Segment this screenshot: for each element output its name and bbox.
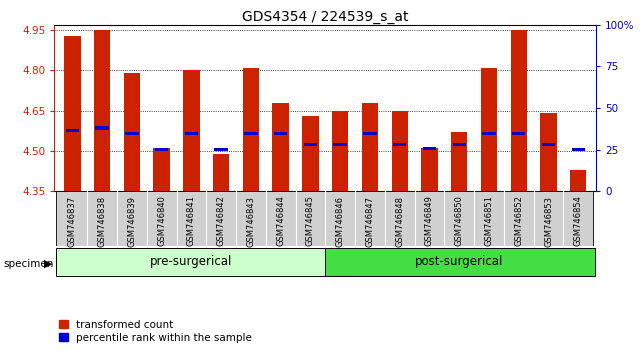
Text: GSM746853: GSM746853 (544, 195, 553, 246)
Text: GSM746843: GSM746843 (246, 195, 255, 246)
Bar (421, 148, 438, 191)
Bar (64, 35, 81, 191)
Bar (155, 148, 169, 151)
FancyBboxPatch shape (325, 248, 595, 276)
Text: post-surgerical: post-surgerical (415, 256, 503, 268)
Bar (185, 132, 198, 135)
Bar (244, 132, 258, 135)
Bar (94, 30, 110, 191)
Text: GSM746842: GSM746842 (217, 195, 226, 246)
Legend: transformed count, percentile rank within the sample: transformed count, percentile rank withi… (54, 315, 256, 347)
Text: GSM746841: GSM746841 (187, 195, 196, 246)
Bar (481, 68, 497, 191)
Text: GSM746850: GSM746850 (454, 195, 463, 246)
Bar (183, 70, 199, 191)
Text: GSM746838: GSM746838 (97, 195, 106, 247)
Bar (304, 143, 317, 146)
Bar (124, 73, 140, 191)
Bar (272, 103, 289, 191)
Bar (274, 132, 287, 135)
Bar (451, 132, 467, 191)
Text: ▶: ▶ (44, 259, 52, 269)
Title: GDS4354 / 224539_s_at: GDS4354 / 224539_s_at (242, 10, 408, 24)
Text: GSM746840: GSM746840 (157, 195, 166, 246)
Text: GSM746845: GSM746845 (306, 195, 315, 246)
Bar (423, 147, 436, 150)
Text: specimen: specimen (3, 259, 54, 269)
Bar (482, 132, 495, 135)
Bar (215, 148, 228, 151)
FancyBboxPatch shape (56, 191, 593, 246)
Text: GSM746846: GSM746846 (336, 195, 345, 246)
Bar (570, 170, 587, 191)
Bar (332, 111, 348, 191)
FancyBboxPatch shape (56, 248, 325, 276)
Bar (362, 103, 378, 191)
Text: GSM746847: GSM746847 (365, 195, 374, 246)
Bar (511, 30, 527, 191)
Text: pre-surgerical: pre-surgerical (150, 256, 233, 268)
Bar (512, 132, 526, 135)
Bar (213, 154, 229, 191)
Text: GSM746852: GSM746852 (514, 195, 523, 246)
Text: GSM746844: GSM746844 (276, 195, 285, 246)
Bar (333, 143, 347, 146)
Bar (393, 143, 406, 146)
Text: GSM746851: GSM746851 (485, 195, 494, 246)
Bar (572, 148, 585, 151)
Text: GSM746839: GSM746839 (128, 195, 137, 246)
Text: GSM746849: GSM746849 (425, 195, 434, 246)
Bar (303, 116, 319, 191)
Text: GSM746837: GSM746837 (68, 195, 77, 247)
Bar (453, 143, 466, 146)
Bar (153, 148, 170, 191)
Bar (363, 132, 377, 135)
Bar (125, 132, 138, 135)
Bar (96, 126, 109, 130)
Text: GSM746854: GSM746854 (574, 195, 583, 246)
Bar (392, 111, 408, 191)
Bar (65, 129, 79, 132)
Bar (540, 113, 556, 191)
Bar (542, 143, 555, 146)
Bar (243, 68, 259, 191)
Text: GSM746848: GSM746848 (395, 195, 404, 246)
